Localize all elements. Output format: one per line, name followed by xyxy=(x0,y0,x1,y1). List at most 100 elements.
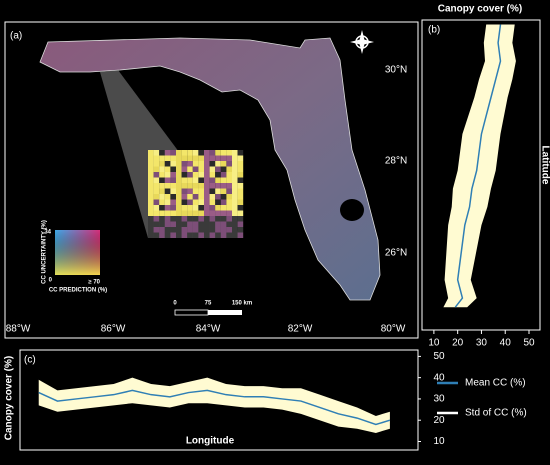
legend-x-max: ≥ 70 xyxy=(88,280,100,286)
inset-pixel xyxy=(148,221,154,227)
inset-pixel xyxy=(220,232,227,238)
legend-y-max: 34 xyxy=(44,230,51,236)
inset-pixel xyxy=(181,194,188,200)
inset-pixel xyxy=(176,205,182,211)
inset-pixel xyxy=(187,232,193,238)
inset-pixel xyxy=(198,232,204,238)
inset-pixel xyxy=(187,166,193,172)
inset-pixel xyxy=(220,155,227,161)
inset-pixel xyxy=(204,150,210,156)
inset-pixel xyxy=(148,227,154,233)
inset-pixel xyxy=(181,188,188,194)
inset-pixel xyxy=(237,183,244,189)
compass xyxy=(350,30,374,54)
lat-tick-label: 26°N xyxy=(385,248,407,259)
inset-pixel xyxy=(170,155,176,161)
inset-pixel xyxy=(232,150,238,156)
legend-x-label: CC PREDICTION (%) xyxy=(49,288,107,294)
inset-pixel xyxy=(220,221,227,227)
inset-pixel xyxy=(181,177,188,183)
inset-pixel xyxy=(170,221,176,227)
inset-pixel xyxy=(153,221,160,227)
inset-pixel xyxy=(198,227,204,233)
inset-pixel xyxy=(220,188,227,194)
inset-pixel xyxy=(159,216,165,222)
inset-pixel xyxy=(176,161,182,167)
inset-pixel xyxy=(153,188,160,194)
inset-pixel xyxy=(159,205,165,211)
inset-pixel xyxy=(220,227,227,233)
inset-pixel xyxy=(209,232,216,238)
inset-pixel xyxy=(204,177,210,183)
inset-pixel xyxy=(226,216,232,222)
inset-pixel xyxy=(226,205,232,211)
inset-pixel xyxy=(164,161,171,167)
inset-pixel xyxy=(192,205,199,211)
inset-pixel xyxy=(153,166,160,172)
mean-line xyxy=(454,24,502,308)
inset-pixel xyxy=(148,188,154,194)
inset-pixel xyxy=(187,183,193,189)
y-tick-label: 50 xyxy=(433,351,445,362)
inset-pixel xyxy=(204,161,210,167)
inset-pixel xyxy=(204,183,210,189)
inset-pixel xyxy=(198,172,204,178)
y-tick-label: 40 xyxy=(433,372,445,383)
inset-pixel xyxy=(232,210,238,216)
inset-pixel xyxy=(187,172,193,178)
inset-pixel xyxy=(209,199,216,205)
inset-pixel xyxy=(209,183,216,189)
inset-pixel xyxy=(220,161,227,167)
inset-pixel xyxy=(237,199,244,205)
inset-pixel xyxy=(148,177,154,183)
inset-pixel xyxy=(198,188,204,194)
inset-pixel xyxy=(198,210,204,216)
inset-pixel xyxy=(170,161,176,167)
inset-pixel xyxy=(209,150,216,156)
legend-origin: 0 xyxy=(49,278,53,284)
inset-pixel xyxy=(170,188,176,194)
inset-pixel xyxy=(187,194,193,200)
inset-pixel xyxy=(220,216,227,222)
legend-y-label: CC UNCERTAINTY (%) xyxy=(42,220,48,284)
inset-pixel xyxy=(192,177,199,183)
inset-pixel xyxy=(170,227,176,233)
inset-pixel xyxy=(237,150,244,156)
inset-pixel xyxy=(148,199,154,205)
inset-pixel xyxy=(170,172,176,178)
inset-pixel xyxy=(215,194,221,200)
inset-pixel xyxy=(237,188,244,194)
inset-pixel xyxy=(192,166,199,172)
inset-pixel xyxy=(176,232,182,238)
inset-pixel xyxy=(192,199,199,205)
inset-pixel xyxy=(215,232,221,238)
inset-pixel xyxy=(215,227,221,233)
inset-pixel xyxy=(204,166,210,172)
inset-pixel xyxy=(187,188,193,194)
lon-tick-label: 84°W xyxy=(196,324,221,335)
panel-label: (a) xyxy=(10,31,22,42)
y-axis-label: Canopy cover (%) xyxy=(4,356,15,440)
inset-pixel xyxy=(164,232,171,238)
inset-pixel xyxy=(181,166,188,172)
inset-pixel xyxy=(164,166,171,172)
legend-label: Mean CC (%) xyxy=(465,378,526,389)
inset-pixel xyxy=(148,150,154,156)
inset-pixel xyxy=(198,155,204,161)
inset-pixel xyxy=(164,188,171,194)
inset-pixel xyxy=(176,150,182,156)
inset-pixel xyxy=(220,183,227,189)
inset-pixel xyxy=(159,188,165,194)
inset-pixel xyxy=(176,216,182,222)
inset-pixel xyxy=(237,177,244,183)
inset-pixel xyxy=(192,194,199,200)
inset-pixel xyxy=(226,172,232,178)
inset-pixel xyxy=(226,210,232,216)
inset-pixel xyxy=(159,199,165,205)
inset-pixel xyxy=(176,227,182,233)
inset-pixel xyxy=(170,194,176,200)
inset-pixel xyxy=(209,155,216,161)
inset-pixel xyxy=(220,194,227,200)
inset-pixel xyxy=(204,155,210,161)
inset-pixel xyxy=(198,183,204,189)
